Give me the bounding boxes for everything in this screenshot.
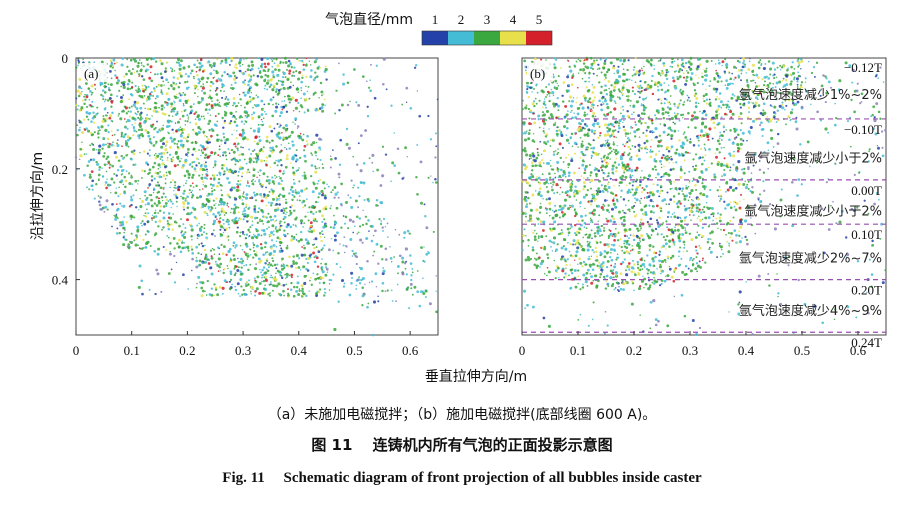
- velocity-zone-label: 氩气泡速度减少1%~2%: [739, 87, 882, 103]
- x-tick-label: 0.3: [235, 343, 251, 358]
- x-tick-label: 0.5: [346, 343, 362, 358]
- field-strength-label: 0.20T: [851, 283, 882, 298]
- x-tick-label: 0: [73, 343, 80, 358]
- colorbar-swatch-1: [422, 31, 448, 45]
- velocity-zone-label: 氩气泡速度减少小于2%: [744, 203, 882, 219]
- colorbar-swatch-2: [448, 31, 474, 45]
- y-axis-label: 沿拉伸方向/m: [30, 152, 46, 240]
- x-tick-label: 0.3: [682, 343, 698, 358]
- y-tick-label: 0.4: [52, 273, 69, 288]
- panel-a: (a) 0 0.1 0.2 0.3 0.4 0.5 0.6 0 0.2 0.4: [52, 51, 439, 358]
- x-tick-label: 0.4: [291, 343, 308, 358]
- colorbar-swatch-4: [500, 31, 526, 45]
- colorbar-label: 3: [484, 12, 491, 27]
- y-tick-label: 0: [62, 51, 69, 66]
- velocity-zone-label: 氩气泡速度减少4%~9%: [739, 303, 882, 319]
- x-tick-label: 0.1: [124, 343, 140, 358]
- colorbar-label: 2: [458, 12, 465, 27]
- colorbar-label: 5: [536, 12, 543, 27]
- panel-a-label: (a): [84, 66, 98, 81]
- x-tick-label: 0.2: [626, 343, 642, 358]
- panel-b: −0.12T −0.10T 0.00T 0.10T 0.20T 0.24T 氩气泡速度减少1…: [519, 56, 887, 358]
- velocity-zone-label: 氩气泡速度减少2%~7%: [739, 250, 882, 266]
- field-strength-label: −0.10T: [844, 122, 882, 137]
- colorbar: 气泡直径/mm 1 2 3 4 5: [325, 11, 553, 46]
- field-strength-label: 0.00T: [851, 183, 882, 198]
- field-strength-label: 0.10T: [851, 227, 882, 242]
- caption-subtitle: （a）未施加电磁搅拌；（b）施加电磁搅拌(底部线圈 600 A)。: [267, 407, 657, 423]
- x-tick-label: 0.1: [570, 343, 586, 358]
- x-tick-label: 0.2: [179, 343, 195, 358]
- x-tick-label: 0.5: [794, 343, 810, 358]
- colorbar-swatch-5: [526, 31, 552, 45]
- field-strength-label: −0.12T: [844, 60, 882, 75]
- colorbar-title: 气泡直径/mm: [325, 11, 413, 28]
- colorbar-swatch-3: [474, 31, 500, 45]
- y-tick-label: 0.2: [52, 162, 68, 177]
- velocity-zone-label: 氩气泡速度减少小于2%: [744, 151, 882, 167]
- x-tick-label: 0.6: [850, 343, 867, 358]
- field-strength-label: 0.24T: [851, 335, 882, 350]
- x-tick-label: 0: [519, 343, 526, 358]
- panel-a-bubbles: [74, 56, 439, 337]
- x-axis-label: 垂直拉伸方向/m: [425, 368, 527, 385]
- panel-a-frame: [75, 57, 439, 336]
- panel-b-frame: [521, 57, 887, 336]
- caption-chinese: 图 11 连铸机内所有气泡的正面投影示意图: [311, 436, 613, 454]
- x-tick-label: 0.6: [402, 343, 419, 358]
- caption-english: Fig. 11 Schematic diagram of front proje…: [222, 470, 702, 486]
- x-tick-label: 0.4: [738, 343, 755, 358]
- colorbar-label: 4: [510, 12, 517, 27]
- panel-b-label: (b): [530, 66, 545, 81]
- panel-b-bubbles: [520, 56, 887, 336]
- colorbar-label: 1: [432, 12, 439, 27]
